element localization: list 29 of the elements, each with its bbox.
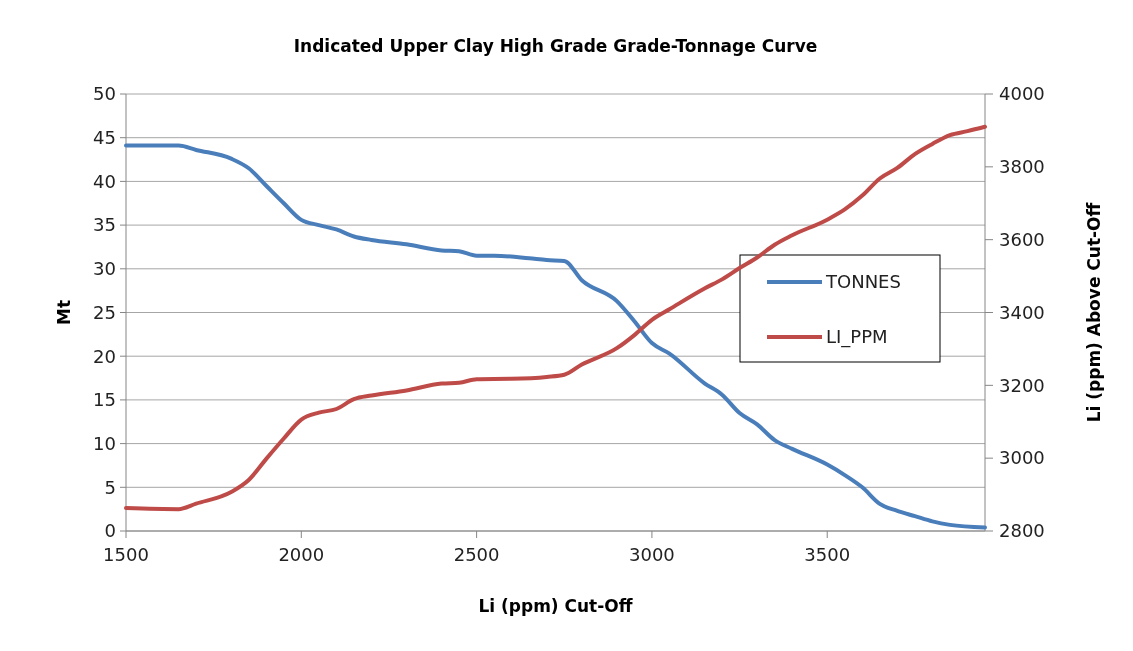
x-axis-title: Li (ppm) Cut-Off xyxy=(478,596,633,616)
y2-tick-label: 3600 xyxy=(999,228,1045,250)
x-tick-label: 2500 xyxy=(453,544,500,565)
y2-tick-label: 2800 xyxy=(999,520,1045,542)
y-tick-label: 30 xyxy=(93,258,116,280)
x-tick-label: 1500 xyxy=(103,544,149,565)
y-tick-label: 10 xyxy=(93,432,116,454)
y-tick-label: 50 xyxy=(93,83,116,105)
x-tick-label: 3500 xyxy=(804,544,851,565)
y-axis-title: Mt xyxy=(54,299,74,326)
y2-tick-label: 3400 xyxy=(999,301,1045,323)
y2-tick-label: 4000 xyxy=(999,83,1045,105)
y2-tick-label: 3000 xyxy=(999,447,1045,469)
y-tick-label: 35 xyxy=(93,214,116,236)
chart-title: Indicated Upper Clay High Grade Grade-Tonnage Curve xyxy=(293,36,818,56)
y-tick-label: 45 xyxy=(93,127,116,148)
y2-axis-title: Li (ppm) Above Cut-Off xyxy=(1084,202,1104,423)
y-tick-label: 5 xyxy=(104,476,116,498)
legend-label: LI_PPM xyxy=(826,326,888,349)
y-tick-label: 25 xyxy=(93,301,116,323)
x-tick-label: 3000 xyxy=(629,544,675,565)
y2-tick-label: 3800 xyxy=(999,156,1045,178)
legend-label: TONNES xyxy=(825,271,901,293)
y2-tick-label: 3200 xyxy=(999,374,1045,396)
y-tick-label: 40 xyxy=(93,170,116,192)
y-tick-label: 15 xyxy=(93,389,116,411)
x-tick-label: 2000 xyxy=(278,544,325,565)
y-tick-label: 0 xyxy=(104,520,116,542)
y-tick-label: 20 xyxy=(93,345,116,367)
